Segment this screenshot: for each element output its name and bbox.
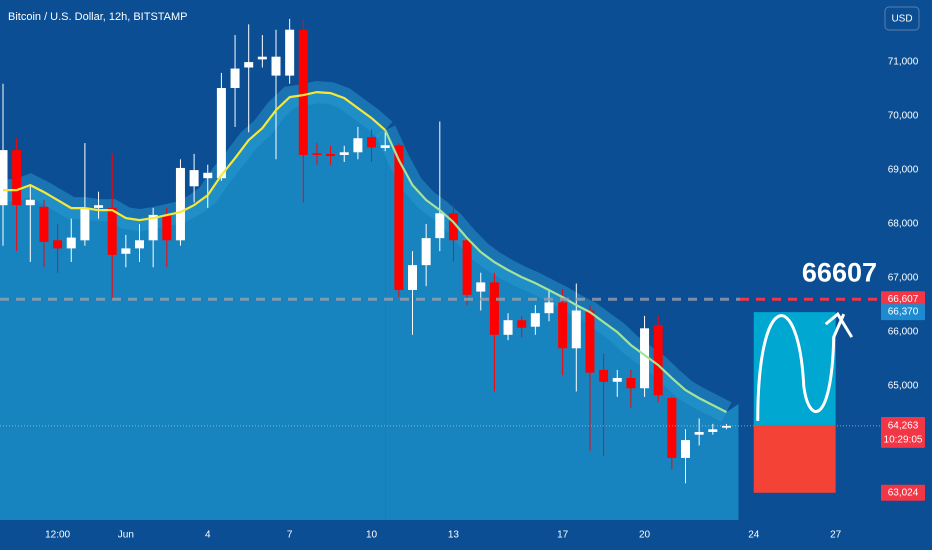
candle-body bbox=[681, 440, 690, 458]
candle-body bbox=[257, 56, 267, 60]
currency-button[interactable] bbox=[884, 6, 920, 31]
candle-body bbox=[339, 152, 349, 155]
candle-body bbox=[53, 240, 63, 249]
x-tick-label: 4 bbox=[205, 530, 211, 541]
candle-body bbox=[476, 282, 486, 292]
candle-body bbox=[653, 325, 663, 396]
candle-body bbox=[612, 377, 622, 382]
price-label: 63,024 bbox=[888, 487, 919, 498]
candle-body bbox=[175, 167, 185, 241]
candle-body bbox=[66, 237, 76, 249]
candle-body bbox=[12, 150, 22, 206]
x-tick-label: Jun bbox=[118, 530, 134, 541]
ma-line bbox=[3, 90, 386, 222]
chart-title: Bitcoin / U.S. Dollar, 12h, BITSTAMP bbox=[8, 11, 188, 23]
level-annotation: 66607 bbox=[802, 257, 877, 287]
candle-body bbox=[80, 207, 90, 241]
y-tick-label: 70,000 bbox=[888, 111, 919, 122]
candle-layer bbox=[0, 18, 731, 484]
countdown-label: 10:29:05 bbox=[884, 435, 923, 446]
overlay-layer: 6660766,60766,37064,27664,26310:29:0563,… bbox=[0, 257, 925, 501]
y-tick-label: 69,000 bbox=[888, 165, 919, 176]
ma-line bbox=[384, 129, 728, 414]
candle-body bbox=[435, 213, 445, 239]
candle-body bbox=[121, 248, 131, 254]
candle-body bbox=[203, 172, 213, 179]
candle-body bbox=[298, 29, 308, 155]
x-tick-label: 24 bbox=[748, 530, 760, 541]
ma-area bbox=[0, 92, 386, 520]
candle-body bbox=[380, 145, 390, 148]
candle-body bbox=[721, 425, 731, 428]
line-layer bbox=[3, 90, 728, 414]
candle-body bbox=[640, 328, 650, 389]
x-tick-label: 10 bbox=[366, 530, 378, 541]
stop-zone bbox=[753, 425, 836, 493]
candle-body bbox=[571, 310, 581, 349]
candle-body bbox=[367, 137, 377, 148]
x-tick-label: 20 bbox=[639, 530, 651, 541]
candle-body bbox=[694, 431, 704, 435]
candle-body bbox=[585, 310, 595, 373]
candle-body bbox=[326, 153, 336, 157]
candle-body bbox=[216, 88, 226, 179]
candle-body bbox=[107, 207, 117, 255]
candle-body bbox=[189, 170, 199, 187]
candle-body bbox=[558, 302, 568, 349]
price-label-box bbox=[881, 484, 925, 501]
candle-body bbox=[626, 377, 636, 389]
candle-body bbox=[25, 199, 35, 206]
x-tick-label: 17 bbox=[557, 530, 569, 541]
candle-body bbox=[39, 206, 49, 242]
candle-body bbox=[353, 138, 363, 153]
candle-body bbox=[408, 265, 417, 290]
candle-body bbox=[708, 429, 718, 432]
candle-body bbox=[530, 313, 540, 327]
y-tick-label: 68,000 bbox=[888, 219, 919, 230]
y-tick-label: 67,000 bbox=[888, 273, 919, 284]
candle-body bbox=[489, 282, 499, 335]
candle-body bbox=[135, 240, 144, 249]
candle-body bbox=[394, 145, 404, 290]
candle-body bbox=[285, 29, 295, 76]
candle-body bbox=[271, 56, 281, 76]
x-tick-label: 13 bbox=[448, 530, 460, 541]
candle-body bbox=[148, 214, 158, 241]
candle-body bbox=[503, 320, 513, 335]
candle-body bbox=[599, 369, 609, 382]
currency-label[interactable]: USD bbox=[891, 14, 912, 25]
candle-body bbox=[312, 153, 322, 155]
candle-body bbox=[667, 397, 677, 458]
candle-body bbox=[94, 205, 104, 208]
grid-layer: 65,000 66,000 67,000 68,000 69,000 70,000 71,0… bbox=[45, 57, 919, 541]
drawing-arrowhead bbox=[824, 311, 854, 338]
y-tick-label: 65,000 bbox=[888, 381, 919, 392]
price-label: 66,370 bbox=[888, 307, 919, 318]
candle-body bbox=[462, 240, 472, 295]
x-tick-label: 7 bbox=[287, 530, 293, 541]
y-tick-label: 66,000 bbox=[888, 327, 919, 338]
drawing-wave bbox=[756, 313, 846, 421]
candle-body bbox=[244, 62, 254, 68]
candle-body bbox=[544, 302, 554, 314]
x-tick-label: 27 bbox=[830, 530, 842, 541]
price-label-box bbox=[881, 417, 925, 448]
candle-body bbox=[421, 238, 431, 266]
x-tick-label: 12:00 bbox=[45, 530, 70, 541]
price-label: 64,263 bbox=[888, 421, 919, 432]
price-label: 66,607 bbox=[888, 294, 919, 305]
candle-body bbox=[230, 68, 240, 89]
price-label-box bbox=[881, 304, 925, 321]
candle-body bbox=[0, 150, 8, 206]
candle-body bbox=[448, 213, 458, 241]
y-tick-label: 71,000 bbox=[888, 57, 919, 68]
candle-body bbox=[162, 214, 172, 241]
price-label-box bbox=[881, 291, 925, 308]
candle-body bbox=[517, 320, 527, 328]
